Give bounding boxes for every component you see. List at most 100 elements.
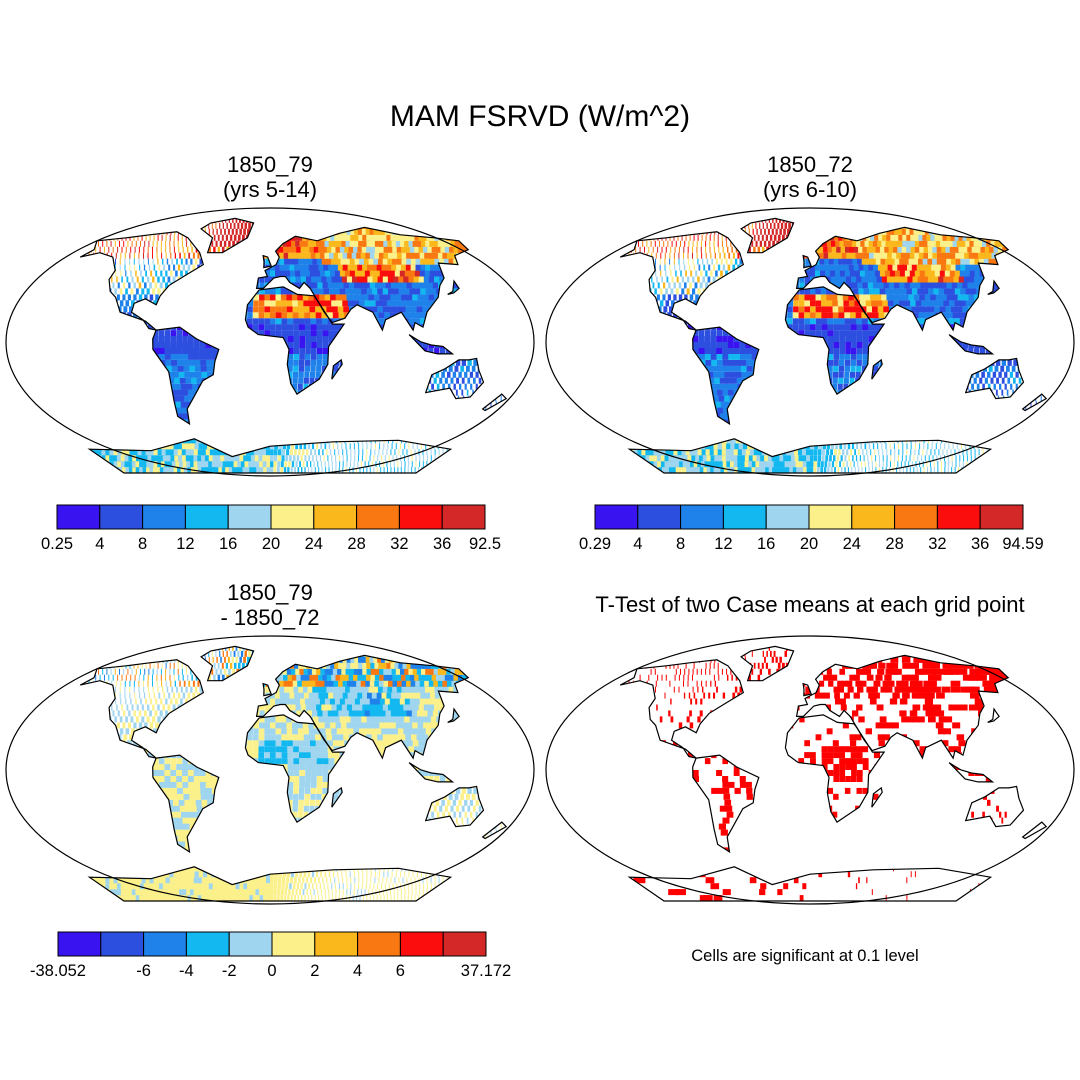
grid-cell [961, 443, 962, 450]
grid-cell [233, 222, 236, 229]
grid-cell [186, 383, 194, 390]
grid-cell [997, 437, 999, 444]
grid-cell [302, 294, 309, 301]
grid-cell [157, 234, 159, 241]
grid-cell [294, 467, 296, 473]
grid-cell [788, 461, 793, 468]
grid-cell [826, 443, 831, 450]
grid-cell [311, 348, 317, 354]
grid-cell [317, 461, 319, 468]
grid-cell [307, 240, 314, 247]
grid-cell [865, 467, 867, 473]
grid-cell [744, 461, 752, 468]
grid-cell [188, 359, 196, 366]
grid-cell [346, 294, 354, 301]
grid-cell [166, 365, 173, 372]
grid-cell [345, 288, 352, 295]
grid-cell [402, 449, 404, 456]
grid-cell [299, 461, 301, 468]
grid-cell [146, 218, 148, 223]
grid-cell [730, 443, 738, 450]
grid-cell [315, 371, 321, 378]
grid-cell [470, 383, 473, 390]
figure-title: MAM FSRVD (W/m^2) [389, 100, 691, 133]
grid-cell [237, 461, 243, 468]
grid-cell [826, 449, 830, 456]
grid-cell [817, 461, 821, 468]
grid-cell [314, 300, 321, 307]
grid-cell [270, 455, 274, 462]
grid-cell [303, 300, 310, 307]
grid-cell [405, 264, 415, 271]
grid-cell [391, 264, 400, 271]
grid-cell [190, 371, 197, 378]
grid-cell [382, 461, 384, 468]
grid-cell [270, 306, 276, 313]
grid-cell [386, 205, 397, 211]
grid-cell [199, 348, 206, 354]
grid-cell [959, 461, 961, 468]
grid-cell [258, 330, 265, 337]
grid-cell [273, 461, 277, 468]
grid-cell [201, 449, 209, 456]
grid-cell [475, 383, 478, 390]
grid-cell [433, 377, 437, 384]
grid-cell [387, 258, 397, 265]
grid-cell [348, 282, 356, 289]
grid-cell [130, 246, 132, 253]
grid-cell [331, 246, 339, 253]
grid-cell [319, 455, 321, 462]
grid-cell [95, 246, 97, 253]
grid-cell [170, 348, 177, 354]
grid-cell [213, 246, 216, 253]
grid-cell [337, 306, 345, 313]
grid-cell [299, 359, 305, 366]
grid-cell [362, 443, 364, 450]
grid-cell [386, 461, 388, 468]
grid-cell [757, 449, 764, 456]
grid-cell [367, 264, 375, 271]
grid-cell [457, 437, 459, 444]
grid-cell [287, 348, 294, 354]
grid-cell [940, 443, 941, 450]
grid-cell [742, 443, 750, 450]
grid-cell [182, 353, 189, 360]
grid-cell [316, 342, 323, 348]
grid-cell [343, 306, 350, 313]
grid-cell [170, 252, 172, 259]
grid-cell [151, 205, 152, 211]
grid-cell [137, 211, 138, 217]
grid-cell [748, 467, 755, 473]
grid-cell [366, 467, 368, 473]
grid-cell [273, 455, 278, 462]
grid-cell [312, 455, 314, 462]
grid-cell [374, 449, 376, 456]
grid-cell [164, 330, 171, 337]
grid-cell [156, 252, 158, 259]
grid-cell [831, 461, 835, 468]
grid-cell [423, 455, 425, 462]
grid-cell [142, 205, 143, 211]
grid-cell [119, 258, 121, 265]
grid-cell [278, 449, 282, 456]
grid-cell [867, 455, 869, 462]
grid-cell [285, 270, 291, 277]
grid-cell [806, 461, 810, 468]
grid-cell [353, 246, 361, 253]
grid-cell [366, 288, 374, 295]
grid-cell [405, 306, 413, 313]
grid-cell [147, 276, 150, 283]
grid-cell [332, 443, 335, 450]
grid-cell [169, 211, 170, 217]
grid-cell [419, 318, 427, 325]
grid-cell [406, 258, 416, 265]
grid-cell [387, 276, 396, 283]
grid-cell [398, 288, 407, 295]
grid-cell [274, 449, 278, 456]
grid-cell [297, 294, 304, 301]
grid-cell [906, 449, 908, 456]
grid-cell [106, 240, 108, 247]
grid-cell [382, 288, 391, 295]
grid-cell [295, 443, 299, 450]
grid-cell [872, 443, 875, 450]
